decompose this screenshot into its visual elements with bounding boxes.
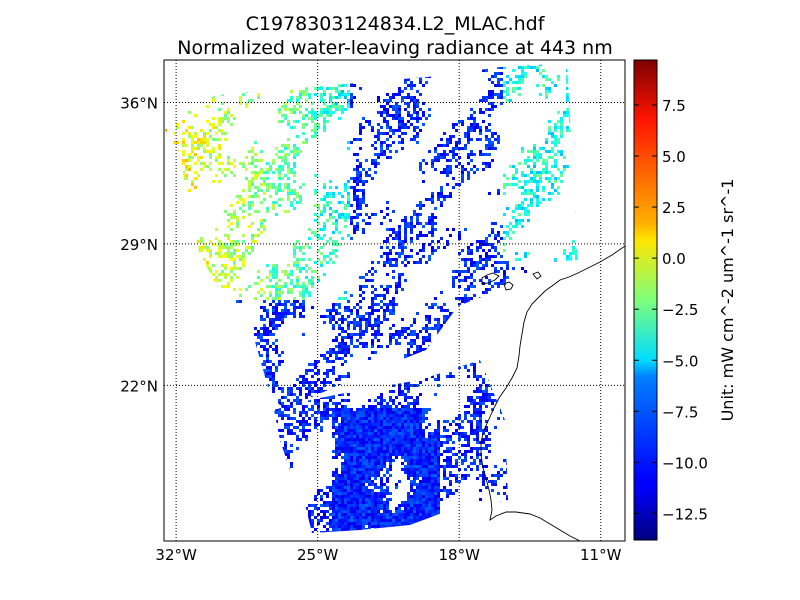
colorbar-tick-label: 2.5 — [662, 199, 686, 217]
colorbar-tick-label: −10.0 — [662, 454, 708, 472]
lat-tick-label: 29°N — [120, 236, 158, 254]
colorbar-tick-label: 5.0 — [662, 148, 686, 166]
map-frame — [163, 59, 626, 542]
lat-tick-label: 36°N — [120, 94, 158, 112]
figure-subtitle: Normalized water-leaving radiance at 443… — [177, 37, 613, 59]
colorbar-tick-label: −12.5 — [662, 505, 708, 523]
colorbar-gradient — [633, 59, 658, 541]
colorbar-label: Unit: mW cm^-2 um^-1 sr^-1 — [718, 179, 737, 422]
colorbar-tick-label: 0.0 — [662, 250, 686, 268]
lon-tick-label: 18°W — [438, 546, 480, 564]
coastline — [480, 245, 625, 541]
lon-tick-label: 11°W — [580, 546, 622, 564]
figure-title: C1978303124834.L2_MLAC.hdf — [245, 13, 545, 35]
lat-tick-label: 22°N — [120, 377, 158, 395]
radiance-swath — [165, 63, 578, 533]
colorbar-tick-label: −7.5 — [662, 403, 698, 421]
colorbar-tick-label: −5.0 — [662, 352, 698, 370]
lon-tick-label: 25°W — [297, 546, 339, 564]
lon-tick-label: 32°W — [155, 546, 197, 564]
graticule — [164, 60, 625, 541]
colorbar-tick-label: −2.5 — [662, 301, 698, 319]
colorbar: 7.5 5.0 2.5 0.0 −2.5 −5.0 −7.5 −10.0 −12.5 Unit:… — [633, 59, 737, 541]
colorbar-tick-label: 7.5 — [662, 97, 686, 115]
